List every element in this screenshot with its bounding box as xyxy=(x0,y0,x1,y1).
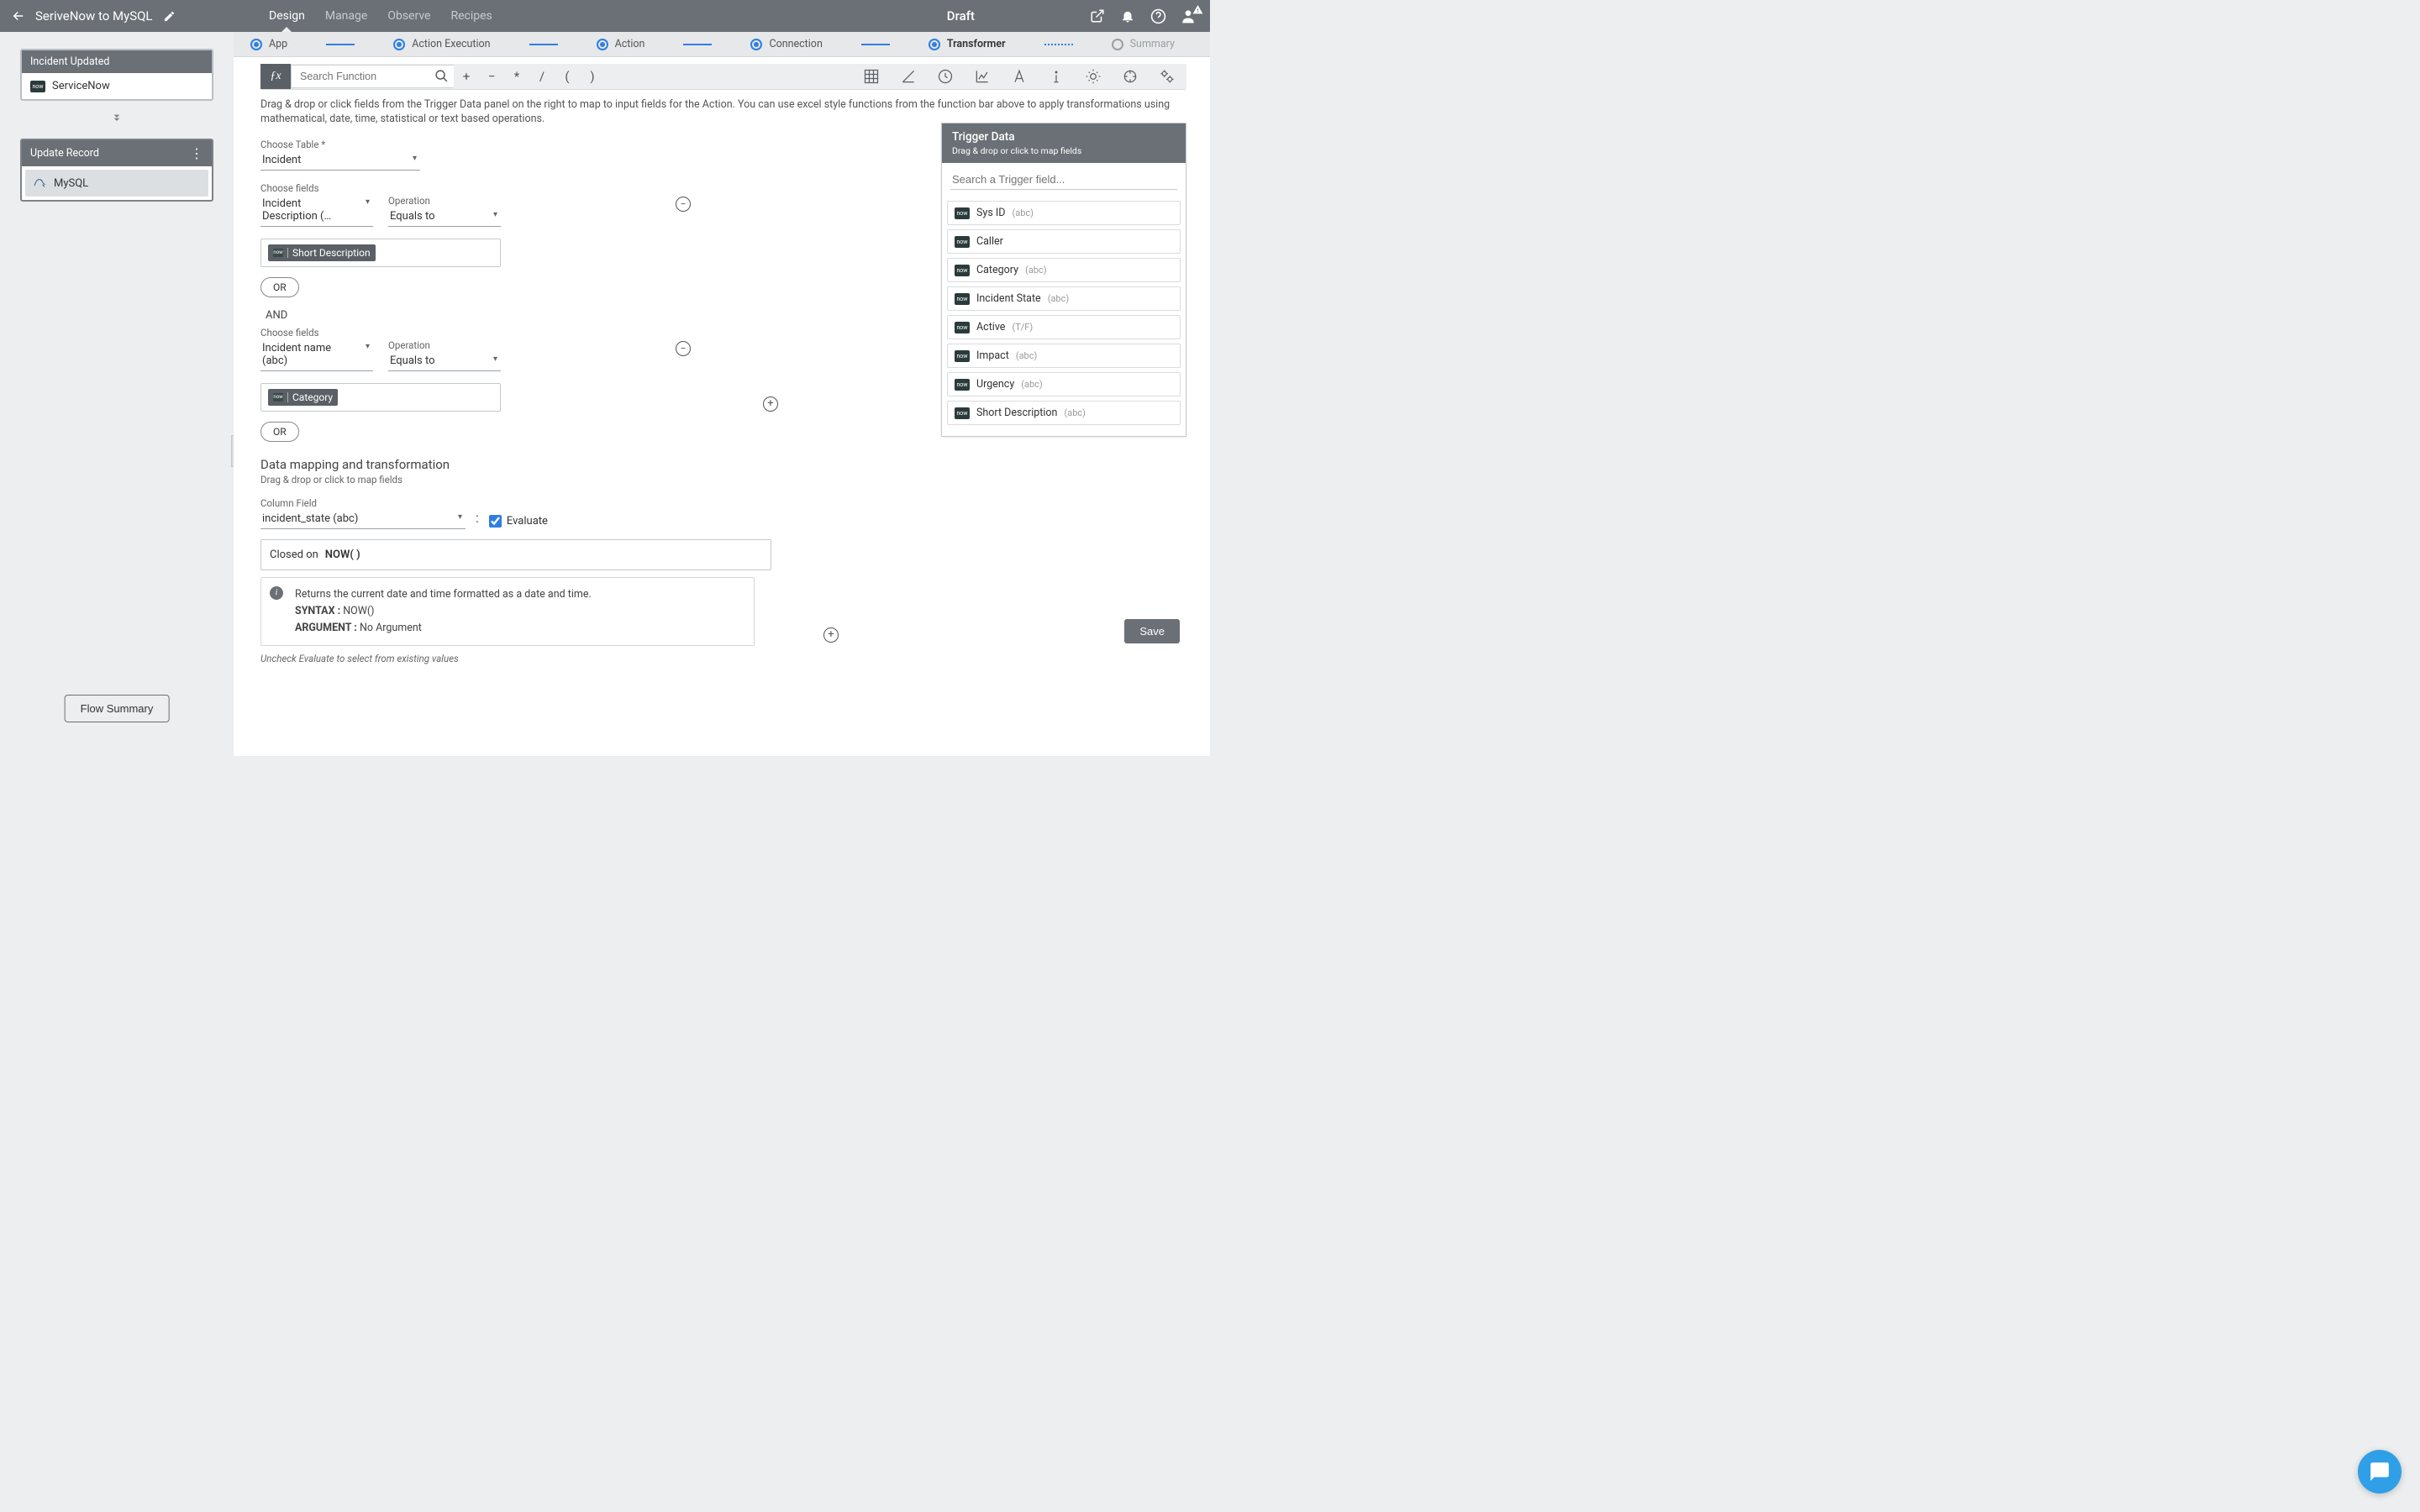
flow-summary-button[interactable]: Flow Summary xyxy=(65,695,170,722)
mapping-sub: Drag & drop or click to map fields xyxy=(260,474,1183,486)
tab-observe[interactable]: Observe xyxy=(387,1,430,31)
cond1-op-select[interactable]: Equals to xyxy=(388,208,501,227)
cond2-value-box[interactable]: nowCategory xyxy=(260,383,501,412)
trigger-item-short-description[interactable]: nowShort Description(abc) xyxy=(947,401,1181,425)
tab-manage[interactable]: Manage xyxy=(325,1,367,31)
user-avatar-icon[interactable] xyxy=(1180,8,1197,24)
step-action-execution[interactable]: Action Execution xyxy=(393,38,490,50)
help-icon[interactable] xyxy=(1150,8,1166,24)
angle-icon[interactable] xyxy=(899,67,918,86)
add-mapping-icon[interactable]: + xyxy=(823,627,839,643)
gears-icon[interactable] xyxy=(1158,67,1176,86)
save-button[interactable]: Save xyxy=(1124,619,1180,643)
step-transformer[interactable]: Transformer xyxy=(929,38,1006,50)
top-header: SeriveNow to MySQL Design Manage Observe… xyxy=(0,0,1210,32)
trigger-item-sysid[interactable]: nowSys ID(abc) xyxy=(947,201,1181,225)
column-field-select[interactable]: incident_state (abc) xyxy=(260,511,466,529)
info-icon[interactable] xyxy=(1047,67,1065,86)
choose-table-select[interactable]: Incident xyxy=(260,152,420,171)
text-icon[interactable] xyxy=(1010,67,1028,86)
or-button-2[interactable]: OR xyxy=(260,422,299,442)
cond1-value-box[interactable]: nowShort Description xyxy=(260,239,501,267)
action-card-app: MySQL xyxy=(54,177,88,190)
draft-status: Draft xyxy=(947,8,975,24)
step-app[interactable]: App xyxy=(250,38,287,50)
trigger-card-title: Incident Updated xyxy=(30,55,109,68)
step-action[interactable]: Action xyxy=(597,38,645,50)
trigger-item-active[interactable]: nowActive(T/F) xyxy=(947,315,1181,339)
trigger-panel-sub: Drag & drop or click to map fields xyxy=(952,145,1176,156)
cond1-field-select[interactable]: Incident Description (… xyxy=(260,196,373,227)
edit-title-icon[interactable] xyxy=(161,8,178,24)
mapping-title: Data mapping and transformation xyxy=(260,457,1183,472)
trigger-item-impact[interactable]: nowImpact(abc) xyxy=(947,344,1181,368)
or-button-1[interactable]: OR xyxy=(260,277,299,297)
mysql-icon xyxy=(32,176,47,191)
op-plus[interactable]: + xyxy=(454,64,479,89)
evaluate-expression-box[interactable]: Closed on NOW( ) xyxy=(260,539,771,570)
lightbulb-icon[interactable] xyxy=(1084,67,1102,86)
left-flow-pane: Incident Updated now ServiceNow Update R… xyxy=(0,32,234,756)
function-bar: ƒx + − * / ( ) xyxy=(260,64,1186,90)
step-connection[interactable]: Connection xyxy=(750,38,822,50)
column-field-label: Column Field xyxy=(260,497,466,509)
add-condition-icon[interactable]: + xyxy=(763,396,778,412)
uncheck-note: Uncheck Evaluate to select from existing… xyxy=(260,653,1183,664)
search-icon[interactable] xyxy=(434,69,449,87)
target-icon[interactable] xyxy=(1121,67,1139,86)
grid-icon[interactable] xyxy=(862,67,881,86)
top-tabs: Design Manage Observe Recipes xyxy=(269,1,492,31)
trigger-data-panel: Trigger Data Drag & drop or click to map… xyxy=(941,123,1186,437)
servicenow-icon: now xyxy=(30,81,45,92)
step-summary[interactable]: Summary xyxy=(1112,38,1175,50)
chip-short-description[interactable]: nowShort Description xyxy=(268,244,376,261)
action-card-title: Update Record xyxy=(30,147,99,160)
trigger-search-input[interactable] xyxy=(950,170,1177,190)
trigger-panel-title: Trigger Data xyxy=(952,130,1176,144)
chart-icon[interactable] xyxy=(973,67,992,86)
op-minus[interactable]: − xyxy=(479,64,504,89)
chat-bubble-icon[interactable] xyxy=(2358,1450,2402,1494)
choose-fields-label-2: Choose fields xyxy=(260,327,373,339)
function-search-input[interactable] xyxy=(291,65,454,88)
back-arrow-icon[interactable] xyxy=(10,8,27,24)
action-card[interactable]: Update Record ⋮ MySQL xyxy=(20,139,213,202)
trigger-item-category[interactable]: nowCategory(abc) xyxy=(947,258,1181,282)
fx-icon[interactable]: ƒx xyxy=(260,64,291,89)
flow-connector-icon xyxy=(20,111,213,129)
stepper: App Action Execution Action Connection T… xyxy=(234,32,1210,57)
flow-title: SeriveNow to MySQL xyxy=(35,8,153,24)
card-menu-icon[interactable]: ⋮ xyxy=(190,145,203,161)
operation-label-1: Operation xyxy=(388,195,501,207)
evaluate-checkbox-input[interactable] xyxy=(489,515,502,528)
op-paren-close[interactable]: ) xyxy=(580,64,605,89)
tab-recipes[interactable]: Recipes xyxy=(450,1,492,31)
info-circle-icon: i xyxy=(270,586,283,600)
choose-fields-label-1: Choose fields xyxy=(260,182,373,194)
clock-icon[interactable] xyxy=(936,67,955,86)
center-pane: App Action Execution Action Connection T… xyxy=(234,32,1210,756)
colon-sep: : xyxy=(476,510,479,529)
open-external-icon[interactable] xyxy=(1089,8,1106,24)
bell-icon[interactable] xyxy=(1119,8,1136,24)
cond2-field-select[interactable]: Incident name (abc) xyxy=(260,340,373,371)
remove-cond2-icon[interactable]: − xyxy=(676,341,691,356)
trigger-item-caller[interactable]: nowCaller xyxy=(947,229,1181,254)
trigger-item-urgency[interactable]: nowUrgency(abc) xyxy=(947,372,1181,396)
trigger-card[interactable]: Incident Updated now ServiceNow xyxy=(20,49,213,101)
function-info-box: i Returns the current date and time form… xyxy=(260,577,755,646)
trigger-field-list: nowSys ID(abc) nowCaller nowCategory(abc… xyxy=(942,192,1186,436)
operation-label-2: Operation xyxy=(388,339,501,351)
eval-function: NOW( ) xyxy=(325,549,360,561)
op-multiply[interactable]: * xyxy=(504,64,529,89)
trigger-item-incident-state[interactable]: nowIncident State(abc) xyxy=(947,286,1181,311)
trigger-card-app: ServiceNow xyxy=(52,80,110,92)
op-divide[interactable]: / xyxy=(529,64,555,89)
chip-category[interactable]: nowCategory xyxy=(268,389,338,406)
op-paren-open[interactable]: ( xyxy=(555,64,580,89)
remove-cond1-icon[interactable]: − xyxy=(676,197,691,212)
tab-design[interactable]: Design xyxy=(269,1,305,31)
cond2-op-select[interactable]: Equals to xyxy=(388,353,501,371)
evaluate-checkbox[interactable]: Evaluate xyxy=(489,515,548,529)
